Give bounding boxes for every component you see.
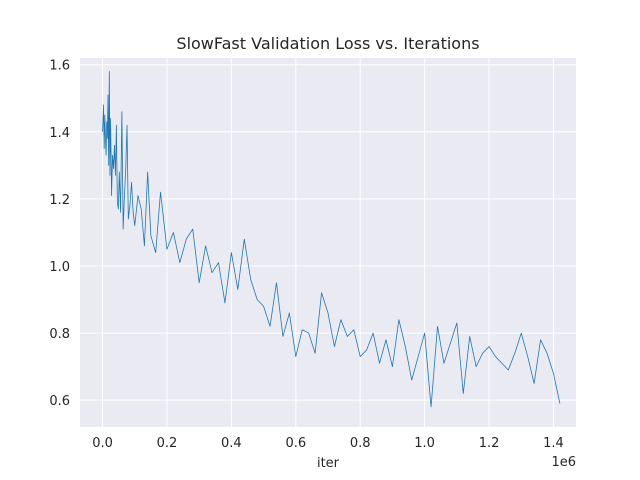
ticks: 0.0 0.2 0.4 0.6 0.8 1.0 1.2 1.4 0.6 0.8 1.0 1.2 1.4 1… [49, 59, 563, 451]
series-layer [102, 71, 561, 408]
x-tick-label: 0.0 [92, 436, 113, 451]
y-tick-label: 0.8 [49, 327, 70, 342]
x-axis-label: iter [317, 456, 340, 471]
x-tick-label: 0.4 [221, 436, 242, 451]
y-tick-label: 1.6 [49, 59, 70, 74]
plot-area [80, 58, 576, 427]
grid [80, 58, 576, 427]
x-tick-label: 0.2 [157, 436, 178, 451]
y-tick-label: 0.6 [49, 394, 70, 409]
y-tick-label: 1.4 [49, 126, 70, 141]
loss-series-line [102, 71, 561, 408]
x-tick-label: 1.0 [414, 436, 435, 451]
x-tick-label: 1.4 [543, 436, 564, 451]
x-tick-label: 0.8 [350, 436, 371, 451]
y-tick-label: 1.2 [49, 193, 70, 208]
y-tick-label: 1.0 [49, 260, 70, 275]
chart-title: SlowFast Validation Loss vs. Iterations [176, 34, 479, 53]
x-tick-label: 0.6 [285, 436, 306, 451]
x-tick-label: 1.2 [479, 436, 500, 451]
x-axis-offset-label: 1e6 [551, 455, 576, 470]
